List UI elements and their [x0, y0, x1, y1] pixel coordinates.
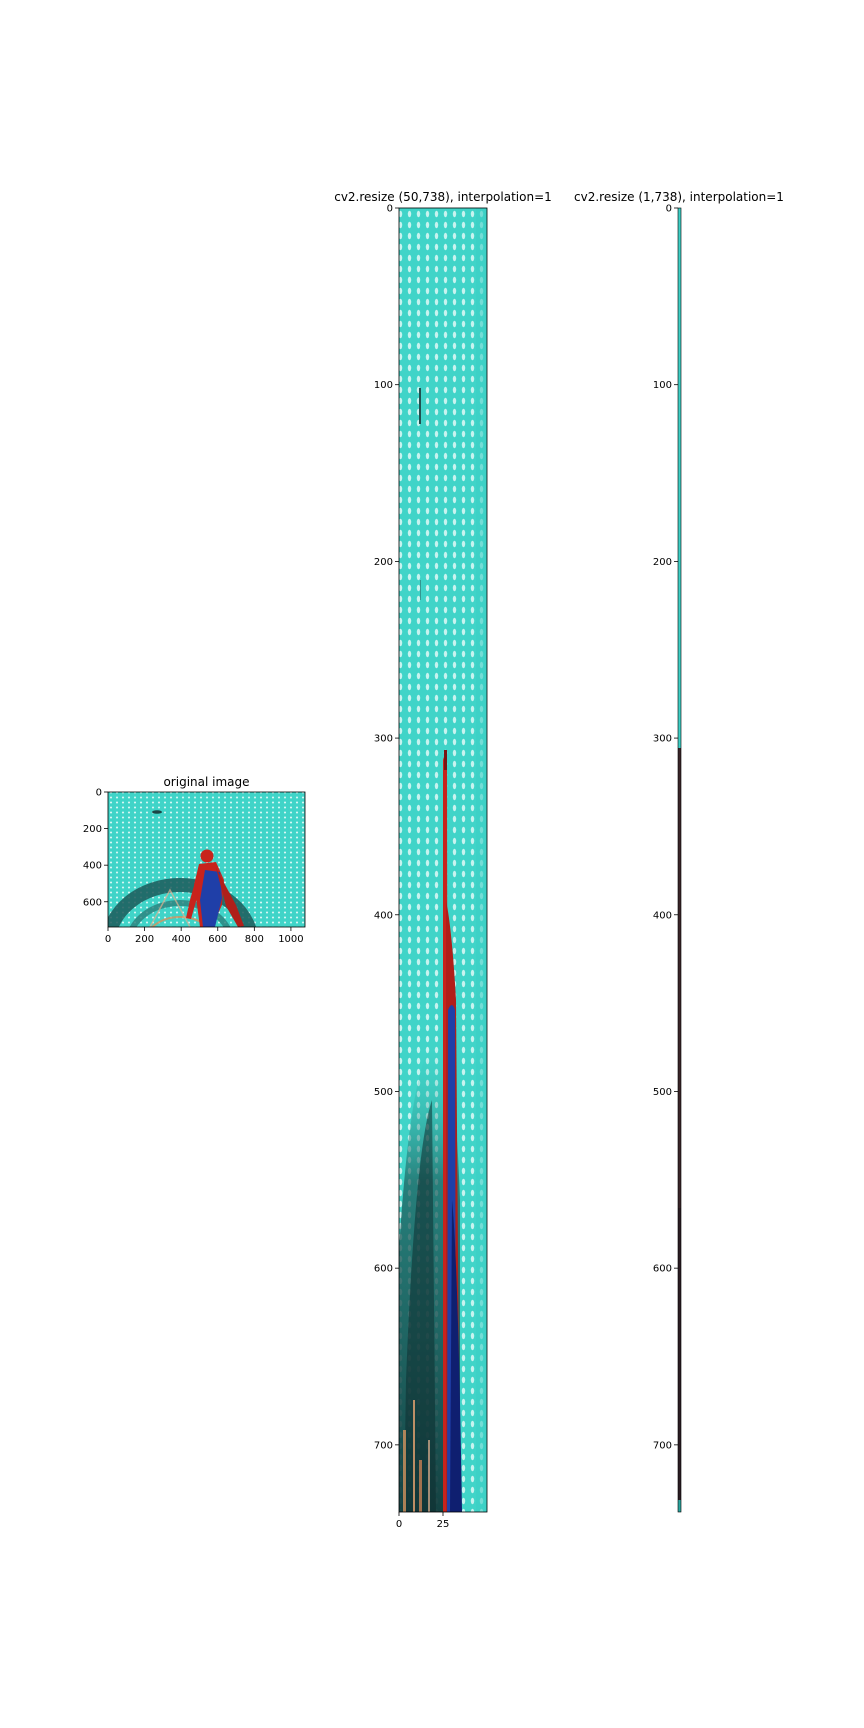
y-axis: 0 100 200 300 400 500 600 700	[374, 204, 399, 1451]
y-tick-label: 0	[666, 204, 672, 215]
x-tick-label: 1000	[278, 934, 303, 945]
original-image-picture	[108, 792, 305, 927]
x-tick-label: 0	[105, 934, 111, 945]
x-tick-label: 200	[135, 934, 154, 945]
panel-title: cv2.resize (50,738), interpolation=1	[334, 190, 552, 204]
x-tick-label: 800	[245, 934, 264, 945]
axes-frame	[677, 207, 682, 1513]
y-axis: 0 200 400 600	[83, 788, 108, 908]
y-tick-label: 300	[374, 734, 393, 745]
panel-resize-50: cv2.resize (50,738), interpolation=1	[334, 190, 552, 1530]
axes-frame	[107, 791, 306, 928]
y-tick-label: 500	[374, 1087, 393, 1098]
y-tick-label: 400	[83, 861, 102, 872]
y-tick-label: 100	[374, 380, 393, 391]
x-tick-label: 0	[396, 1519, 402, 1530]
panel-original-image: original image 0 200 400 600 800 1000 0 200 400…	[83, 775, 306, 945]
y-axis: 0 100 200 300 400 500 600 700	[653, 204, 678, 1451]
x-axis: 0 200 400 600 800 1000	[105, 927, 304, 945]
y-tick-label: 300	[653, 734, 672, 745]
x-tick-label: 25	[437, 1519, 450, 1530]
y-tick-label: 600	[653, 1264, 672, 1275]
y-tick-label: 400	[653, 910, 672, 921]
y-tick-label: 400	[374, 910, 393, 921]
panel-title: cv2.resize (1,738), interpolation=1	[574, 190, 784, 204]
y-tick-label: 500	[653, 1087, 672, 1098]
panel-title: original image	[163, 775, 249, 789]
panel-resize-1: cv2.resize (1,738), interpolation=1 0 100…	[574, 190, 784, 1513]
y-tick-label: 700	[374, 1440, 393, 1451]
x-axis: 0 25	[396, 1512, 450, 1530]
y-tick-label: 0	[387, 204, 393, 215]
y-tick-label: 100	[653, 380, 672, 391]
resized-image-1-picture	[678, 208, 681, 1512]
x-tick-label: 600	[208, 934, 227, 945]
y-tick-label: 700	[653, 1440, 672, 1451]
x-tick-label: 400	[172, 934, 191, 945]
resized-image-50-picture	[399, 208, 487, 1512]
y-tick-label: 200	[374, 557, 393, 568]
y-tick-label: 200	[653, 557, 672, 568]
y-tick-label: 0	[96, 788, 102, 799]
y-tick-label: 600	[374, 1264, 393, 1275]
y-tick-label: 600	[83, 897, 102, 908]
y-tick-label: 200	[83, 824, 102, 835]
